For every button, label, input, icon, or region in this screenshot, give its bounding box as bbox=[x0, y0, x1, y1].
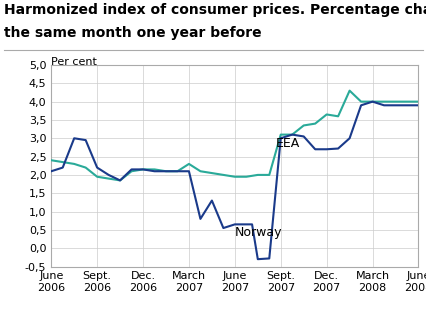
Text: the same month one year before: the same month one year before bbox=[4, 26, 261, 40]
Text: EEA: EEA bbox=[276, 137, 300, 150]
Text: Per cent: Per cent bbox=[51, 57, 97, 67]
Text: Harmonized index of consumer prices. Percentage change from: Harmonized index of consumer prices. Per… bbox=[4, 3, 426, 17]
Text: Norway: Norway bbox=[234, 226, 282, 239]
